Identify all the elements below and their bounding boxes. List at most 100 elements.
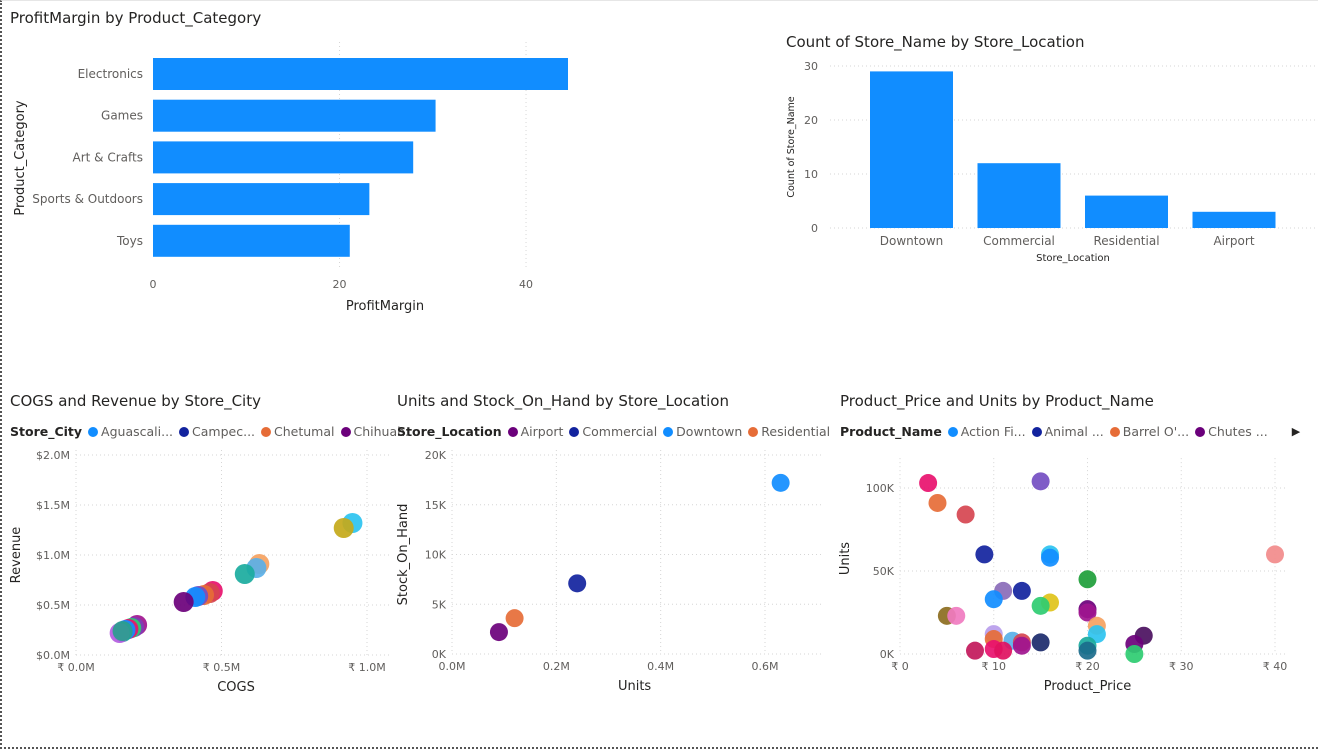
data-point[interactable] bbox=[1012, 636, 1031, 655]
legend-marker bbox=[261, 426, 272, 437]
data-point[interactable] bbox=[1266, 545, 1284, 564]
bar-downtown[interactable] bbox=[870, 71, 953, 229]
legend-item[interactable]: Chetumal bbox=[261, 424, 335, 439]
data-point[interactable] bbox=[994, 641, 1013, 660]
bar-airport[interactable] bbox=[1192, 211, 1276, 228]
bar-residential[interactable] bbox=[1085, 195, 1168, 228]
category-label: Art & Crafts bbox=[73, 150, 143, 164]
category-label: Toys bbox=[116, 234, 143, 248]
data-point[interactable] bbox=[1031, 596, 1050, 615]
data-point[interactable] bbox=[489, 623, 508, 642]
y-axis-label: Units bbox=[838, 542, 853, 575]
y-tick-label: $1.0M bbox=[36, 549, 70, 562]
x-tick-label: ₹ 30 bbox=[1169, 660, 1194, 673]
legend-item[interactable]: Barrel O'... bbox=[1109, 424, 1190, 439]
bar-electronics[interactable] bbox=[153, 58, 568, 90]
data-point[interactable] bbox=[1125, 645, 1144, 663]
bar-games[interactable] bbox=[153, 99, 436, 132]
x-tick-label: 0.4M bbox=[647, 660, 674, 673]
legend-label: Animal ... bbox=[1044, 424, 1104, 439]
legend-item[interactable]: Chutes ... bbox=[1195, 424, 1268, 439]
legend-scroll-right-icon[interactable]: ▶ bbox=[1291, 425, 1301, 438]
data-point[interactable] bbox=[984, 590, 1003, 609]
x-tick-label: ₹ 20 bbox=[1075, 660, 1100, 673]
legend-item[interactable]: Downtown bbox=[663, 424, 742, 439]
data-point[interactable] bbox=[975, 545, 994, 564]
legend-item[interactable]: Chihuah... bbox=[340, 424, 417, 439]
y-axis-label: Revenue bbox=[9, 527, 24, 584]
data-point[interactable] bbox=[956, 505, 975, 524]
data-point[interactable] bbox=[1078, 570, 1097, 589]
data-point[interactable] bbox=[333, 518, 354, 538]
data-point[interactable] bbox=[919, 474, 938, 493]
data-point[interactable] bbox=[1012, 581, 1031, 600]
y-tick-label: 50K bbox=[873, 565, 895, 578]
y-tick-label: $0.5M bbox=[36, 599, 70, 612]
data-point[interactable] bbox=[928, 493, 947, 512]
data-point[interactable] bbox=[1078, 603, 1097, 622]
y-tick-label: 0 bbox=[811, 222, 818, 235]
y-tick-label: $2.0M bbox=[36, 449, 70, 462]
legend-label: Chihuah... bbox=[353, 424, 417, 439]
x-tick-label: ₹ 0.0M bbox=[57, 661, 94, 674]
data-point[interactable] bbox=[947, 606, 966, 625]
category-label: Games bbox=[101, 109, 143, 123]
bar-art-crafts[interactable] bbox=[153, 141, 414, 174]
legend-item[interactable]: Animal ... bbox=[1031, 424, 1104, 439]
legend-title: Store_City bbox=[10, 424, 83, 439]
y-tick-label: $1.5M bbox=[36, 499, 70, 512]
legend-label: Aguascali... bbox=[101, 424, 174, 439]
y-tick-label: 0K bbox=[880, 648, 895, 661]
legend-item[interactable]: Aguascali... bbox=[88, 424, 173, 439]
x-tick-label: ₹ 1.0M bbox=[348, 661, 385, 674]
legend-marker bbox=[88, 426, 99, 437]
legend-title: Product_Name bbox=[840, 424, 942, 439]
bar-commercial[interactable] bbox=[977, 163, 1061, 228]
y-axis-label: Stock_On_Hand bbox=[396, 504, 411, 606]
legend-label: Chutes ... bbox=[1208, 424, 1268, 439]
data-point[interactable] bbox=[173, 592, 194, 612]
x-axis-label: Store_Location bbox=[1036, 253, 1110, 264]
y-tick-label: 10K bbox=[425, 549, 447, 562]
data-point[interactable] bbox=[234, 564, 255, 584]
x-tick-label: 0.0M bbox=[439, 660, 466, 673]
legend-item[interactable]: Commercial bbox=[569, 424, 657, 439]
chart-title-cogs-revenue: COGS and Revenue by Store_City bbox=[10, 392, 261, 410]
x-tick-label: ₹ 0.5M bbox=[203, 661, 240, 674]
legend-item[interactable]: Airport bbox=[507, 424, 564, 439]
price-units-scatter[interactable]: ₹ 0 ₹ 10 ₹ 20 ₹ 30 ₹ 40 0K 50K 100K Product_Pric… bbox=[830, 445, 1318, 700]
legend-marker bbox=[663, 426, 674, 437]
data-point[interactable] bbox=[1031, 472, 1050, 491]
data-point[interactable] bbox=[771, 473, 790, 492]
legend-item[interactable]: Campec... bbox=[179, 424, 255, 439]
data-point[interactable] bbox=[1041, 548, 1059, 567]
legend-marker bbox=[569, 426, 580, 437]
profitmargin-bar-chart[interactable]: 0 20 40 Electronics Games Art & Crafts Sports … bbox=[0, 30, 720, 320]
data-point[interactable] bbox=[1078, 641, 1097, 660]
x-axis-label: Units bbox=[618, 679, 651, 694]
legend-marker bbox=[1031, 426, 1042, 437]
legend-label: Residential bbox=[761, 424, 831, 439]
legend-item[interactable]: Residential bbox=[748, 424, 830, 439]
data-point[interactable] bbox=[568, 574, 587, 593]
data-point[interactable] bbox=[966, 641, 984, 660]
legend-title: Store_Location bbox=[397, 424, 502, 439]
store-count-bar-chart[interactable]: 0 10 20 30 Downtown Commercial Residential Airp… bbox=[770, 55, 1318, 270]
data-point[interactable] bbox=[505, 609, 524, 628]
x-axis-label: COGS bbox=[217, 680, 255, 695]
legend-label: Airport bbox=[520, 424, 564, 439]
y-tick-label: 10 bbox=[804, 168, 818, 181]
legend-marker bbox=[340, 426, 351, 437]
units-stock-scatter[interactable]: 0.0M 0.2M 0.4M 0.6M 0K 5K 10K 15K 20K Units Stock_… bbox=[392, 445, 822, 700]
data-point[interactable] bbox=[112, 621, 133, 641]
data-point[interactable] bbox=[1031, 633, 1050, 652]
legend-marker bbox=[1195, 426, 1206, 437]
bar-toys[interactable] bbox=[153, 224, 350, 257]
legend-item[interactable]: Action Fi... bbox=[947, 424, 1026, 439]
bar-sports-outdoors[interactable] bbox=[153, 183, 370, 216]
legend-label: Barrel O'... bbox=[1122, 424, 1190, 439]
y-tick-label: 20K bbox=[425, 449, 447, 462]
cogs-revenue-scatter[interactable]: ₹ 0.0M ₹ 0.5M ₹ 1.0M $0.0M $0.5M $1.0M $1.5M $2… bbox=[0, 445, 392, 700]
category-label: Downtown bbox=[880, 234, 943, 248]
